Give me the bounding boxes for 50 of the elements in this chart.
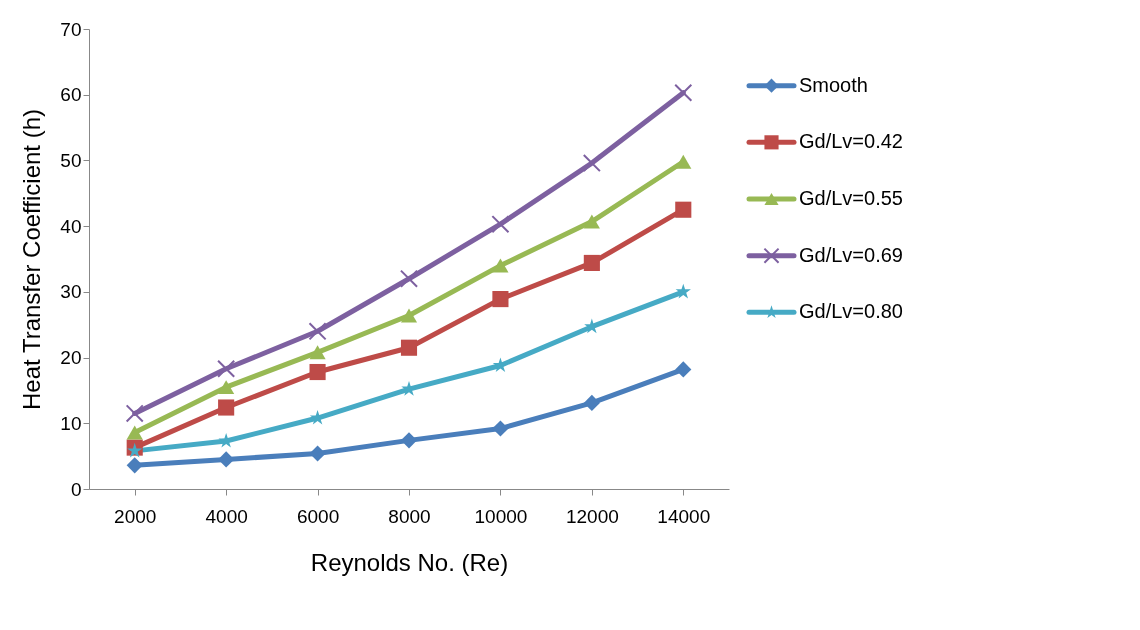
y-axis-title: Heat Transfer Coefficient (h)	[18, 108, 46, 411]
legend-label: Gd/Lv=0.80	[799, 300, 903, 323]
point	[675, 361, 692, 378]
point	[675, 283, 691, 299]
point	[217, 359, 236, 378]
point	[582, 154, 601, 173]
point	[491, 215, 510, 234]
point	[583, 254, 600, 272]
legend-label: Gd/Lv=0.55	[799, 187, 903, 209]
point	[492, 258, 509, 273]
y-tick-label: 30	[60, 281, 82, 303]
point	[400, 339, 418, 356]
y-tick-label: 50	[60, 149, 82, 171]
point	[309, 445, 326, 462]
y-tick-label: 60	[60, 84, 82, 106]
y-tick-label: 10	[60, 412, 82, 434]
y-tick-label: 20	[60, 347, 82, 369]
point	[675, 201, 692, 218]
point	[674, 83, 693, 102]
x-tick-label: 6000	[296, 505, 340, 527]
legend-label: Smooth	[799, 73, 868, 96]
x-tick-label: 4000	[205, 505, 248, 527]
y-tick-label: 70	[60, 18, 82, 40]
point	[492, 420, 509, 437]
point	[400, 308, 418, 323]
point	[126, 457, 143, 474]
legend-label: Gd/Lv=0.42	[799, 130, 903, 153]
x-tick-label: 10000	[474, 505, 528, 527]
point	[218, 399, 235, 416]
x-tick-label: 8000	[388, 505, 431, 527]
y-tick-label: 40	[60, 215, 82, 237]
point	[218, 380, 235, 395]
point	[125, 404, 144, 423]
x-tick-label: 14000	[657, 505, 711, 527]
legend-label: Gd/Lv=0.69	[799, 243, 903, 266]
y-tick-label: 0	[70, 478, 82, 500]
point	[583, 394, 600, 411]
point	[308, 322, 327, 341]
point	[218, 451, 235, 468]
point	[309, 345, 326, 360]
point	[399, 269, 419, 288]
x-tick-label: 2000	[114, 505, 157, 527]
point	[675, 154, 692, 169]
x-tick-label: 12000	[565, 505, 619, 527]
point	[400, 432, 418, 449]
x-axis-title: Reynolds No. (Re)	[310, 548, 509, 576]
point	[309, 363, 326, 381]
point	[492, 291, 509, 308]
point	[126, 425, 143, 440]
point	[583, 214, 600, 229]
